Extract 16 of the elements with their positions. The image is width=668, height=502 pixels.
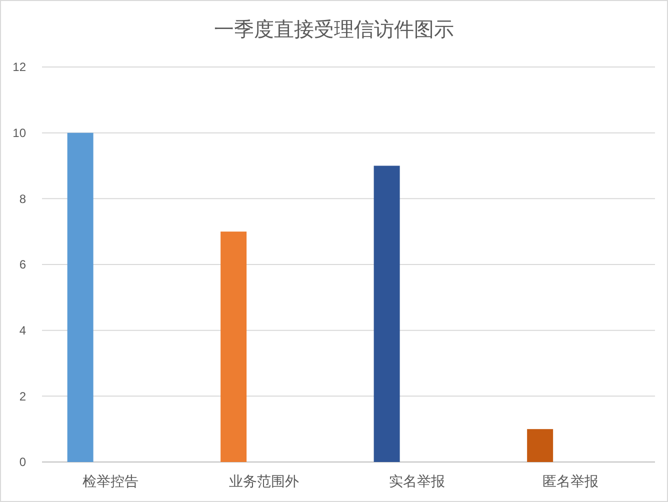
bar (374, 166, 400, 462)
y-tick-label: 4 (19, 324, 26, 338)
x-tick-label: 实名举报 (389, 473, 446, 489)
x-tick-label: 匿名举报 (542, 473, 598, 489)
y-tick-label: 10 (12, 126, 26, 140)
y-tick-label: 12 (12, 60, 26, 74)
y-tick-label: 0 (19, 455, 26, 470)
x-tick-label: 检举控告 (82, 473, 139, 489)
bar (220, 232, 247, 462)
bar (527, 429, 554, 462)
y-tick-label: 8 (19, 192, 26, 206)
bar (67, 132, 94, 462)
y-tick-label: 2 (19, 389, 26, 404)
x-tick-label: 业务范围外 (228, 473, 299, 489)
y-tick-label: 6 (19, 258, 26, 272)
chart-title: 一季度直接受理信访件图示 (214, 19, 454, 41)
